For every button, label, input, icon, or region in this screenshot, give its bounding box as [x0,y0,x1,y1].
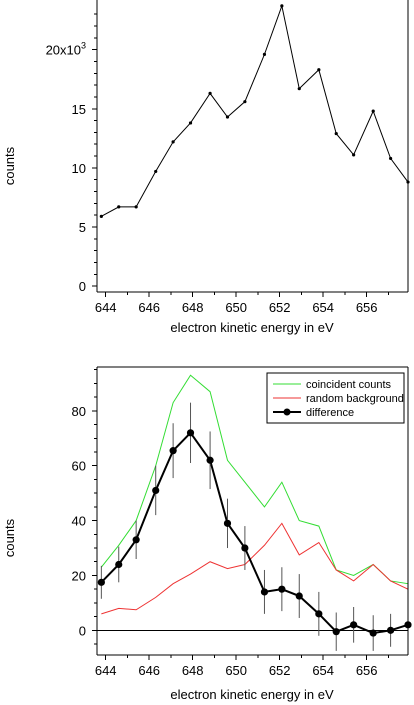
difference-data-point [169,447,177,455]
bottom-x-tick-label: 650 [225,663,247,678]
legend-label-difference: difference [306,407,354,419]
difference-data-point [206,456,214,464]
top-y-tick-label: 10 [72,161,86,176]
difference-data-point [241,544,249,552]
top-data-point [171,140,175,144]
difference-data-point [152,486,160,495]
top-x-tick-label: 652 [269,300,291,315]
bottom-x-tick-label: 652 [269,663,291,678]
top-data-point [389,156,393,161]
bottom-chart: 0 20 40 60 80 644 646 648 650 652 654 656 electron… [2,366,412,702]
top-x-tick-label: 646 [138,300,160,315]
bottom-x-tick-label: 646 [138,663,160,678]
top-data-point [117,205,121,209]
legend: coincident counts random background diff… [266,372,405,424]
top-data-point [99,214,103,218]
bottom-x-axis-label: electron kinetic energy in eV [170,687,334,702]
difference-data-point [115,560,123,569]
top-data-point [297,87,301,91]
top-data-point [225,115,230,119]
top-data-point [243,100,247,104]
top-y-axis-label: counts [2,146,17,185]
top-y-tick-label: 5 [79,220,86,235]
difference-data-point [315,610,323,618]
coincident-counts-line [100,374,409,585]
top-y-tick-label: 0 [79,279,86,294]
difference-data-point [295,592,303,600]
top-data-point [371,109,375,113]
top-data-point [280,4,284,8]
top-x-tick-label: 654 [312,300,334,315]
top-x-tick-label: 656 [356,300,378,315]
difference-data-point [132,536,140,544]
top-x-tick-label: 648 [182,300,204,315]
difference-data-point [186,429,195,437]
difference-data-point [278,585,286,593]
legend-label-random: random background [306,393,404,405]
bottom-x-tick-label: 648 [182,663,204,678]
difference-data-point [332,628,340,636]
bottom-y-tick-label: 20 [72,568,86,583]
bottom-y-axis-label: counts [2,518,17,557]
bottom-y-tick-label: 80 [72,404,86,419]
difference-data-point [369,629,377,637]
top-data-point [188,121,193,125]
top-x-tick-label: 644 [95,300,117,315]
top-data-point [154,169,158,174]
top-y-tick-label: 15 [72,102,86,117]
top-x-axis-label: electron kinetic energy in eV [170,320,334,335]
top-chart: 0 5 10 15 644 646 648 650 652 654 656 20x103 elec… [2,0,410,335]
top-data-point [262,52,267,56]
bottom-x-tick-label: 656 [356,663,378,678]
bottom-x-tick-label: 654 [312,663,334,678]
bottom-y-tick-label: 60 [72,459,86,474]
top-data-point [208,91,212,95]
top-data-point [352,153,356,157]
difference-data-point [223,519,232,527]
top-data-point [334,131,338,136]
difference-data-point [97,578,105,586]
difference-data-point [387,626,395,634]
top-y-tick-label-multiplier: 20x103 [46,41,86,58]
bottom-y-tick-label: 0 [79,623,86,638]
top-series-line [101,4,409,217]
top-x-tick-label: 650 [225,300,247,315]
difference-data-point [350,621,358,629]
top-data-point [134,205,138,209]
difference-data-point [260,588,269,596]
legend-label-coincident: coincident counts [306,379,391,391]
legend-marker-difference [283,408,291,416]
bottom-y-tick-label: 40 [72,514,86,529]
bottom-x-tick-label: 644 [95,663,117,678]
top-data-point [317,68,321,72]
random-background-line [101,522,409,615]
